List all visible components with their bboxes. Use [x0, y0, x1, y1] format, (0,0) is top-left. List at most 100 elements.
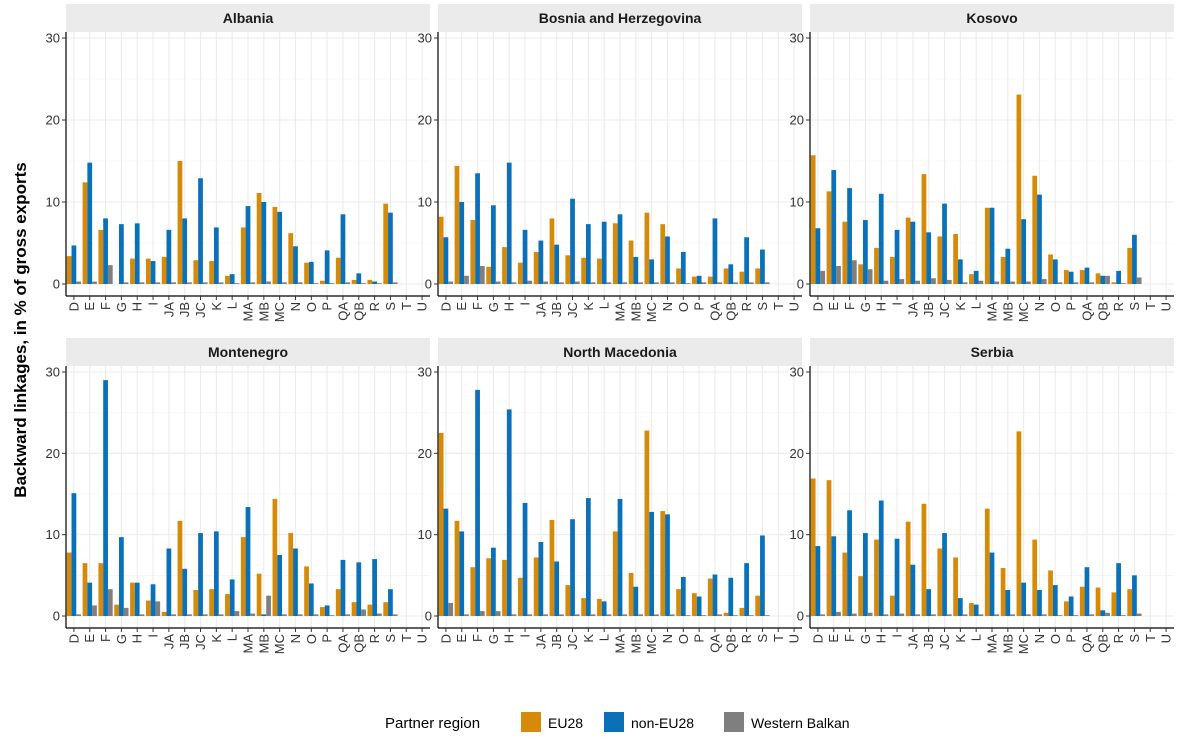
- bar-western-balkan-i: [527, 280, 533, 284]
- x-tick-label: H: [130, 302, 145, 311]
- bar-non-eu28-s: [760, 249, 765, 284]
- bar-eu28-d: [438, 433, 444, 616]
- bar-non-eu28-i: [522, 502, 528, 616]
- x-tick-label: MA: [241, 302, 256, 322]
- bar-non-eu28-ma: [617, 214, 623, 284]
- bar-non-eu28-qa: [1084, 567, 1090, 616]
- x-tick-label: O: [304, 302, 319, 312]
- bar-western-balkan-k: [218, 614, 224, 616]
- y-tick-label: 30: [46, 365, 60, 380]
- bar-non-eu28-h: [134, 582, 140, 616]
- bar-western-balkan-l: [606, 282, 612, 284]
- x-tick-label: JC: [565, 302, 580, 318]
- bar-non-eu28-f: [847, 510, 852, 616]
- x-tick-label: E: [826, 634, 841, 643]
- bar-western-balkan-jb: [559, 614, 564, 616]
- x-tick-label: MB: [1000, 634, 1015, 654]
- bar-eu28-h: [130, 582, 135, 616]
- panel-kosovo: Kosovo 0 10 20 30 D E F G H I JA JB JC K L MA MB MC N O P QA QB…: [790, 4, 1174, 322]
- bar-eu28-jb: [549, 218, 555, 284]
- bar-western-balkan-o: [685, 615, 691, 616]
- x-tick-label: S: [1127, 302, 1142, 311]
- bar-western-balkan-jb: [187, 282, 192, 284]
- bar-eu28-h: [502, 247, 507, 284]
- bar-non-eu28-jc: [942, 533, 947, 616]
- bar-eu28-ma: [984, 207, 990, 284]
- x-tick-label: S: [383, 302, 398, 311]
- bar-eu28-k: [581, 598, 586, 616]
- y-tick-label: 30: [790, 31, 804, 46]
- bar-eu28-ja: [161, 611, 167, 616]
- bar-non-eu28-d: [815, 546, 821, 616]
- bar-western-balkan-qa: [345, 614, 351, 616]
- bar-western-balkan-mb: [1010, 614, 1015, 616]
- bar-eu28-ja: [533, 557, 539, 616]
- bar-western-balkan-qb: [1105, 612, 1110, 616]
- x-tick-label: N: [288, 634, 303, 643]
- x-tick-label: S: [1127, 634, 1142, 643]
- bar-non-eu28-h: [878, 193, 884, 284]
- x-tick-label: E: [82, 634, 97, 643]
- x-tick-label: T: [399, 634, 414, 642]
- bar-non-eu28-qb: [728, 577, 734, 616]
- bar-western-balkan-qa: [1089, 614, 1095, 616]
- bar-western-balkan-e: [464, 614, 469, 616]
- bar-western-balkan-f: [479, 611, 485, 616]
- bar-eu28-i: [517, 577, 523, 616]
- y-tick-label: 10: [790, 195, 804, 210]
- bar-non-eu28-ja: [166, 548, 172, 616]
- bar-western-balkan-i: [527, 614, 533, 616]
- panel-north-macedonia: North Macedonia 0 10 20 30 D E F G H I JA JB JC K L MA MB…: [418, 338, 802, 654]
- bar-western-balkan-qb: [361, 609, 366, 616]
- x-tick-label: U: [787, 302, 802, 311]
- bar-eu28-l: [969, 602, 974, 616]
- x-tick-label: D: [66, 634, 81, 643]
- y-tick-label: 20: [46, 446, 60, 461]
- bar-non-eu28-mc: [1021, 582, 1027, 616]
- bar-western-balkan-ma: [994, 614, 1000, 616]
- x-tick-label: O: [1048, 302, 1063, 312]
- bar-western-balkan-r: [376, 283, 382, 284]
- bar-non-eu28-qb: [1100, 275, 1106, 284]
- bar-non-eu28-h: [134, 223, 140, 284]
- bar-eu28-ja: [161, 256, 167, 284]
- x-tick-label: E: [82, 302, 97, 311]
- y-tick-label: 10: [46, 527, 60, 542]
- x-tick-label: O: [676, 302, 691, 312]
- bar-western-balkan-d: [820, 270, 826, 284]
- x-tick-label: K: [581, 634, 596, 643]
- bar-non-eu28-jc: [198, 178, 203, 284]
- bar-eu28-qa: [1079, 270, 1085, 284]
- x-tick-label: I: [890, 634, 905, 638]
- x-tick-label: F: [470, 302, 485, 310]
- x-tick-label: H: [874, 302, 889, 311]
- bar-western-balkan-g: [123, 282, 129, 284]
- y-tick-label: 20: [418, 446, 432, 461]
- facet-title: Kosovo: [966, 10, 1017, 26]
- x-tick-label: U: [1159, 302, 1174, 311]
- bar-non-eu28-h: [506, 162, 512, 284]
- bar-eu28-g: [114, 604, 120, 616]
- bar-eu28-r: [739, 271, 745, 284]
- bar-eu28-mc: [1016, 94, 1022, 284]
- bar-eu28-qb: [351, 602, 357, 616]
- bar-western-balkan-jb: [931, 614, 936, 616]
- bar-western-balkan-ja: [543, 614, 548, 616]
- bar-western-balkan-f: [479, 265, 485, 284]
- bar-non-eu28-k: [957, 598, 963, 616]
- x-tick-label: MA: [985, 302, 1000, 322]
- bar-eu28-k: [953, 233, 958, 284]
- bar-western-balkan-d: [448, 602, 454, 616]
- bar-non-eu28-p: [1068, 271, 1074, 284]
- bar-non-eu28-p: [324, 605, 330, 616]
- bar-non-eu28-f: [103, 218, 108, 284]
- bar-non-eu28-jc: [570, 519, 575, 616]
- facet-strip: [810, 4, 1174, 32]
- bar-western-balkan-jc: [202, 614, 208, 616]
- bar-western-balkan-e: [836, 611, 841, 616]
- bar-non-eu28-o: [308, 261, 314, 284]
- bar-non-eu28-mb: [1005, 248, 1011, 284]
- x-tick-label: G: [486, 634, 501, 644]
- facet-strip: [66, 338, 430, 366]
